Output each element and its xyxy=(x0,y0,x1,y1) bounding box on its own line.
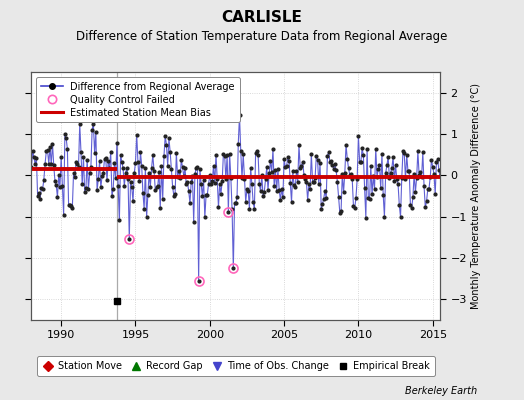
Text: CARLISLE: CARLISLE xyxy=(222,10,302,25)
Legend: Difference from Regional Average, Quality Control Failed, Estimated Station Mean: Difference from Regional Average, Qualit… xyxy=(36,77,239,122)
Y-axis label: Monthly Temperature Anomaly Difference (°C): Monthly Temperature Anomaly Difference (… xyxy=(471,83,481,309)
Legend: Station Move, Record Gap, Time of Obs. Change, Empirical Break: Station Move, Record Gap, Time of Obs. C… xyxy=(37,356,435,376)
Text: Berkeley Earth: Berkeley Earth xyxy=(405,386,477,396)
Text: Difference of Station Temperature Data from Regional Average: Difference of Station Temperature Data f… xyxy=(77,30,447,43)
